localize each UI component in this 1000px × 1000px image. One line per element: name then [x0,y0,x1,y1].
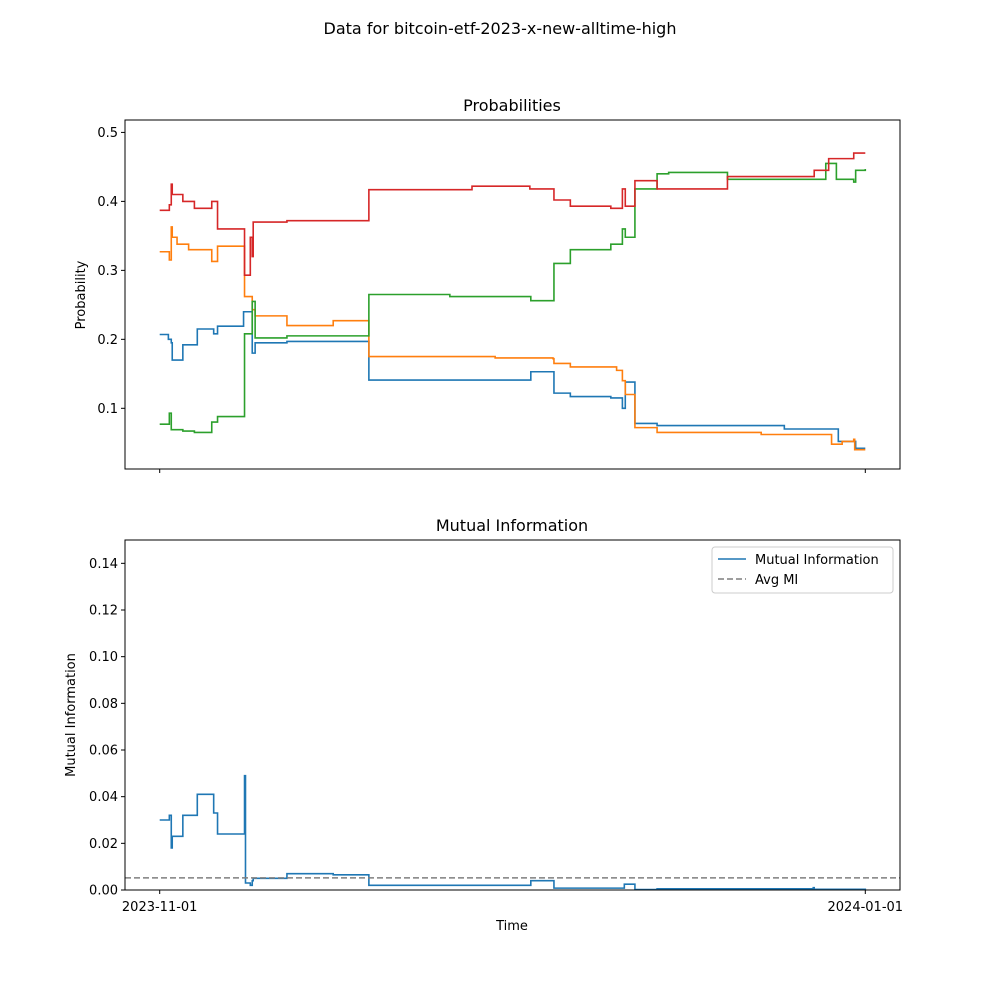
y-tick-label: 0.14 [89,557,118,572]
x-tick-label: 2024-01-01 [828,900,904,915]
legend-box [711,546,894,594]
y-tick-label: 0.06 [89,744,118,759]
y-tick-label: 0.2 [97,333,118,348]
probability-series-4-line [159,152,866,276]
x-axis-label: Time [495,919,528,934]
probabilities-plot-area [159,152,867,451]
mutual-information-line [159,774,867,890]
y-tick-label: 0.5 [97,126,118,141]
probabilities-y-axis-label: Probability [74,260,89,329]
y-tick-label: 0.02 [89,837,118,852]
legend-label-mutual-information: Mutual Information [755,553,879,568]
legend-label-avg-mi: Avg MI [755,573,798,588]
mutual-information-y-axis-label: Mutual Information [64,653,79,777]
probabilities-x-ticks [159,469,866,473]
probabilities-axes-frame [124,119,901,470]
y-tick-label: 0.12 [89,604,118,619]
probability-series-2-line [159,226,866,451]
y-tick-label: 0.4 [97,195,118,210]
mutual-information-title: Mutual Information [436,516,588,535]
probabilities-y-ticks: 0.1 0.2 0.3 0.4 0.5 [97,126,125,417]
y-tick-label: 0.3 [97,264,118,279]
probabilities-title: Probabilities [463,96,561,115]
probabilities-panel: Probabilities 0.1 0.2 0.3 0.4 0.5 Probabilit… [74,96,901,473]
mutual-information-x-ticks: 2023-11-01 2024-01-01 [122,890,903,915]
legend: Mutual Information Avg MI [711,546,894,594]
y-tick-label: 0.1 [97,402,118,417]
mutual-information-plot-area [125,774,900,890]
y-tick-label: 0.10 [89,650,118,665]
probability-series-3-line [159,162,867,434]
mutual-information-y-ticks: 0.00 0.02 0.04 0.06 0.08 0.10 0.12 0.14 [89,557,125,899]
y-tick-label: 0.00 [89,884,118,899]
figure-title: Data for bitcoin-etf-2023-x-new-alltime-… [324,19,677,38]
y-tick-label: 0.08 [89,697,118,712]
x-tick-label: 2023-11-01 [122,900,198,915]
mutual-information-panel: Mutual Information 0.000.020.040.060.080… [64,516,903,934]
y-tick-label: 0.04 [89,790,118,805]
mutual-information-axes-frame [124,539,901,891]
